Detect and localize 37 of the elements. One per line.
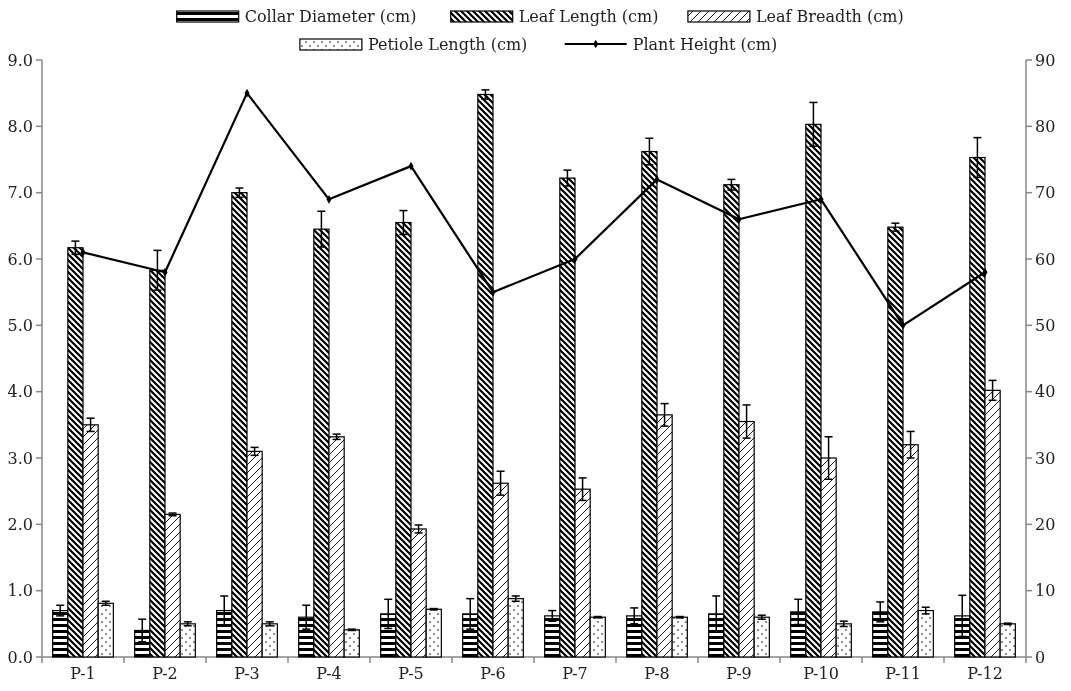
x-tick-label: P-7 (562, 664, 588, 683)
y2-tick-label: 20 (1035, 514, 1056, 534)
y2-tick-label: 60 (1035, 249, 1056, 269)
y-tick-label: 0.0 (7, 647, 33, 667)
y-tick-label: 6.0 (7, 249, 33, 269)
y2-tick-label: 30 (1035, 448, 1056, 468)
x-tick-label: P-4 (316, 664, 342, 683)
legend-label: Leaf Breadth (cm) (755, 7, 904, 26)
y2-tick-label: 90 (1035, 50, 1056, 70)
legend-label: Petiole Length (cm) (367, 35, 528, 54)
y-tick-label: 9.0 (7, 50, 33, 70)
x-tick-label: P-1 (70, 664, 96, 683)
x-tick-label: P-3 (234, 664, 260, 683)
x-tick-label: P-5 (398, 664, 424, 683)
y-tick-label: 4.0 (7, 382, 33, 402)
y-tick-label: 8.0 (7, 116, 33, 136)
legend-label: Collar Diameter (cm) (244, 7, 417, 26)
y2-tick-label: 40 (1035, 382, 1056, 402)
y2-tick-label: 0 (1035, 647, 1046, 667)
y2-tick-label: 10 (1035, 581, 1056, 601)
x-tick-label: P-10 (803, 664, 839, 683)
x-tick-label: P-12 (967, 664, 1003, 683)
y2-tick-label: 80 (1035, 116, 1056, 136)
y-tick-label: 2.0 (7, 514, 33, 534)
x-tick-label: P-6 (480, 664, 506, 683)
y2-tick-label: 70 (1035, 183, 1056, 203)
y-tick-label: 1.0 (7, 581, 33, 601)
x-tick-label: P-11 (885, 664, 921, 683)
x-tick-label: P-9 (726, 664, 752, 683)
x-tick-label: P-2 (152, 664, 178, 683)
y2-tick-label: 50 (1035, 315, 1056, 335)
x-tick-label: P-8 (644, 664, 670, 683)
legend-label: Plant Height (cm) (632, 35, 778, 54)
y-tick-label: 5.0 (7, 315, 33, 335)
legend-label: Leaf Length (cm) (518, 7, 659, 26)
y-tick-label: 7.0 (7, 183, 33, 203)
y-tick-label: 3.0 (7, 448, 33, 468)
